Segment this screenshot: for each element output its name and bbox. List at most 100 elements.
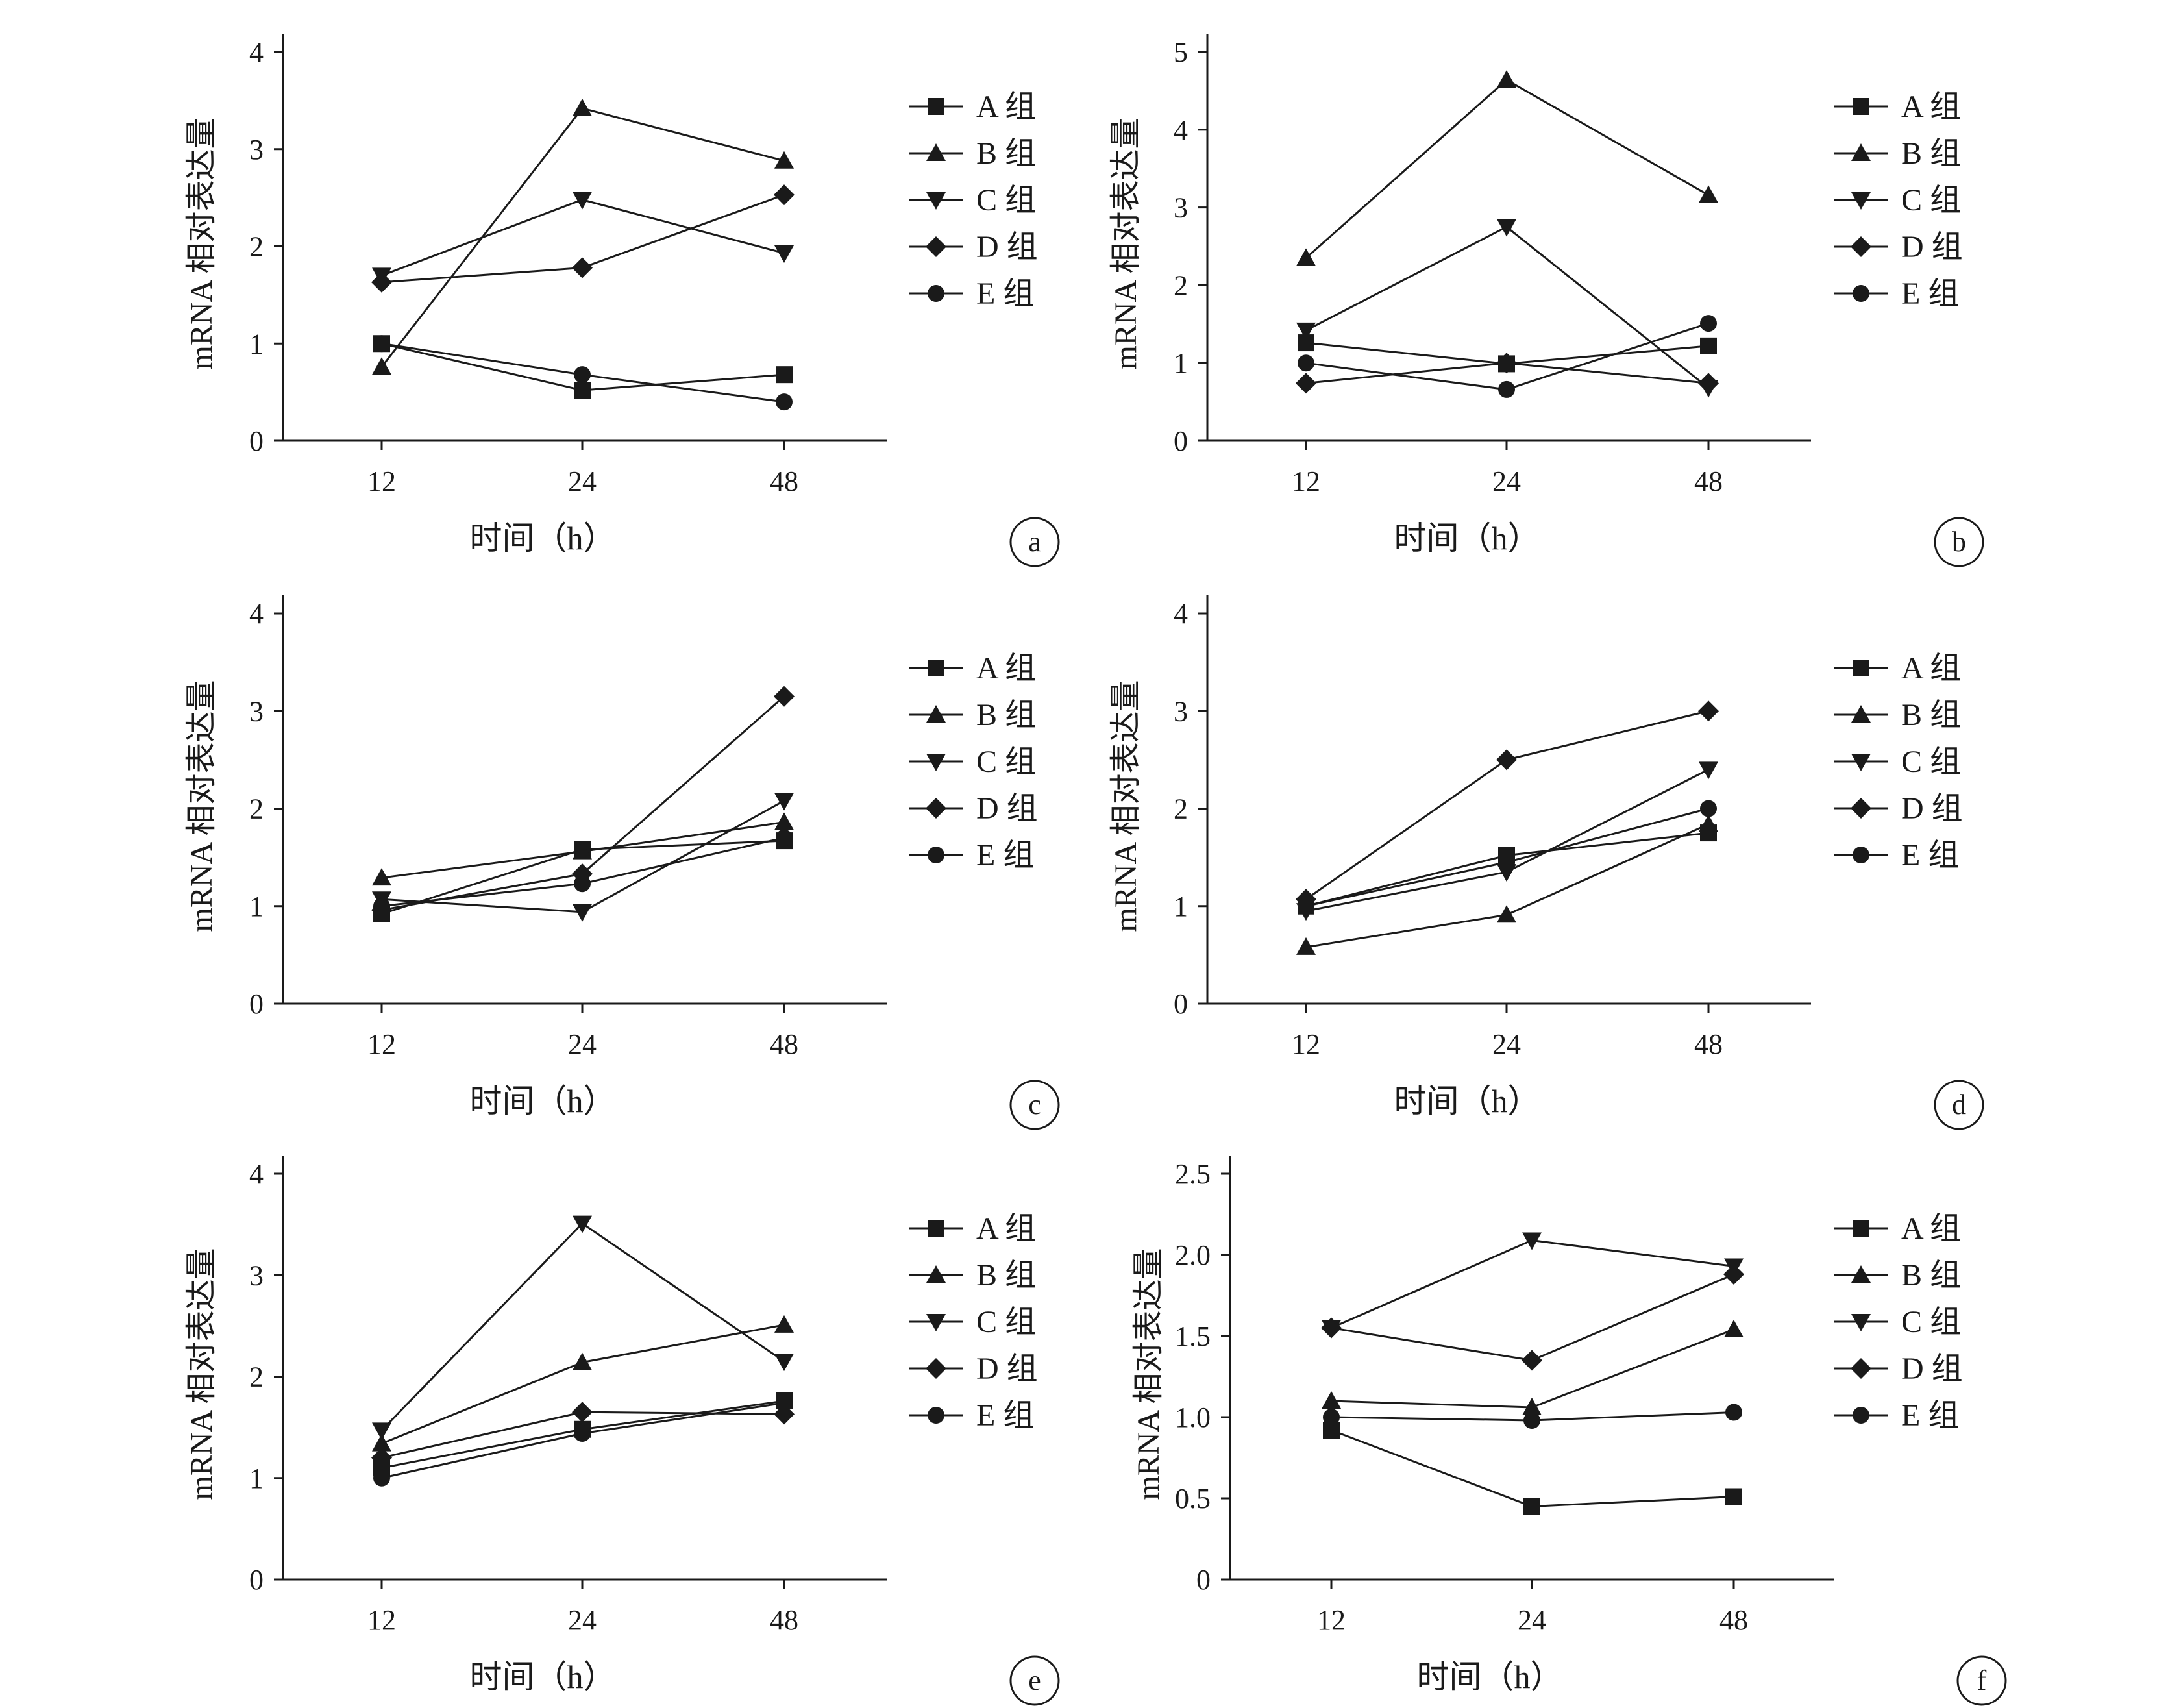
x-tick-label: 12	[1292, 465, 1320, 497]
legend-item: B 组	[909, 698, 1036, 732]
legend-marker	[1851, 705, 1871, 723]
y-tick-label: 1.5	[1175, 1320, 1211, 1352]
x-tick-label: 48	[1719, 1604, 1748, 1636]
panel-label: c	[1028, 1089, 1041, 1120]
data-point	[372, 1422, 391, 1441]
x-tick-label: 24	[568, 1604, 597, 1636]
data-point	[1497, 905, 1516, 923]
panel-label: e	[1028, 1665, 1041, 1696]
legend-marker	[926, 1265, 946, 1283]
legend-item: E 组	[1834, 838, 1959, 873]
data-point	[1523, 1412, 1540, 1429]
legend-label: B 组	[1901, 698, 1961, 732]
x-tick-label: 24	[568, 465, 597, 497]
legend-marker	[1853, 1407, 1869, 1424]
legend-label: B 组	[976, 698, 1036, 732]
y-tick-label: 0	[249, 425, 264, 457]
x-axis-label: 时间（h）	[1394, 520, 1540, 556]
y-axis-label: mRNA 相对表达量	[1109, 680, 1143, 932]
data-point	[1700, 315, 1717, 332]
legend-item: A 组	[909, 90, 1036, 124]
y-tick-label: 2	[1174, 793, 1188, 825]
panel-label-circle	[1009, 1655, 1060, 1706]
legend-label: E 组	[976, 277, 1034, 311]
legend-label: C 组	[1901, 745, 1961, 779]
y-axis-label: mRNA 相对表达量	[1109, 118, 1143, 369]
y-tick-label: 3	[249, 695, 264, 727]
data-point	[774, 184, 795, 206]
legend-item: C 组	[1834, 183, 1961, 217]
data-point	[573, 841, 592, 860]
data-point	[776, 393, 793, 411]
legend-label: D 组	[1901, 791, 1963, 826]
data-point	[573, 192, 592, 210]
y-tick-label: 4	[249, 36, 264, 68]
legend-marker	[1851, 798, 1871, 819]
legend-label: E 组	[976, 1398, 1034, 1433]
legend-item: D 组	[909, 791, 1038, 826]
y-tick-label: 0	[1174, 425, 1188, 457]
y-tick-label: 4	[249, 1158, 264, 1190]
series-line	[1331, 1239, 1734, 1329]
data-point	[774, 793, 794, 811]
legend-marker	[1851, 754, 1871, 771]
y-tick-label: 4	[1174, 114, 1188, 146]
legend-label: D 组	[976, 791, 1038, 826]
legend-marker	[926, 705, 946, 723]
data-point	[373, 1469, 390, 1487]
x-axis-label: 时间（h）	[470, 1659, 616, 1695]
data-point	[1698, 373, 1719, 394]
legend-label: A 组	[1901, 651, 1961, 686]
panel-label: a	[1028, 526, 1041, 558]
legend-item: E 组	[1834, 277, 1959, 311]
x-axis-label: 时间（h）	[1394, 1083, 1540, 1119]
legend-label: D 组	[1901, 1352, 1963, 1386]
y-tick-label: 3	[249, 134, 264, 166]
legend-marker	[1853, 285, 1869, 302]
x-tick-label: 48	[770, 465, 798, 497]
y-tick-label: 2.5	[1175, 1158, 1211, 1190]
legend-label: B 组	[976, 1258, 1036, 1293]
legend-label: D 组	[976, 1352, 1038, 1386]
legend-item: B 组	[1834, 136, 1961, 171]
x-tick-label: 12	[1292, 1028, 1320, 1060]
legend-label: B 组	[1901, 1258, 1961, 1293]
legend-marker	[1853, 847, 1869, 863]
panel-label: d	[1952, 1089, 1966, 1120]
legend-item: C 组	[909, 183, 1036, 217]
legend-marker	[1851, 192, 1871, 210]
y-tick-label: 1	[1174, 891, 1188, 922]
y-tick-label: 3	[1174, 192, 1188, 224]
data-point	[774, 812, 794, 830]
panel-label-circle	[1956, 1655, 2007, 1706]
legend-item: D 组	[909, 230, 1038, 264]
data-point	[373, 897, 390, 915]
data-point	[574, 382, 591, 399]
legend-item: D 组	[1834, 791, 1963, 826]
data-point	[1523, 1498, 1540, 1515]
data-point	[1700, 800, 1717, 817]
y-tick-label: 3	[1174, 695, 1188, 727]
data-point	[574, 1425, 591, 1442]
legend-label: C 组	[976, 745, 1036, 779]
legend-item: B 组	[909, 1258, 1036, 1293]
data-point	[371, 1447, 392, 1468]
x-tick-label: 48	[770, 1028, 798, 1060]
data-point	[1522, 1398, 1542, 1415]
data-point	[372, 868, 391, 886]
legend-item: D 组	[1834, 230, 1963, 264]
legend-marker	[928, 847, 944, 863]
y-tick-label: 0	[1174, 988, 1188, 1020]
legend-marker	[928, 1220, 944, 1237]
panel-label: f	[1977, 1665, 1987, 1696]
legend-item: C 组	[909, 1305, 1036, 1339]
data-point	[573, 904, 592, 922]
x-tick-label: 12	[367, 1028, 396, 1060]
data-point	[1496, 749, 1517, 771]
legend-label: C 组	[976, 183, 1036, 217]
